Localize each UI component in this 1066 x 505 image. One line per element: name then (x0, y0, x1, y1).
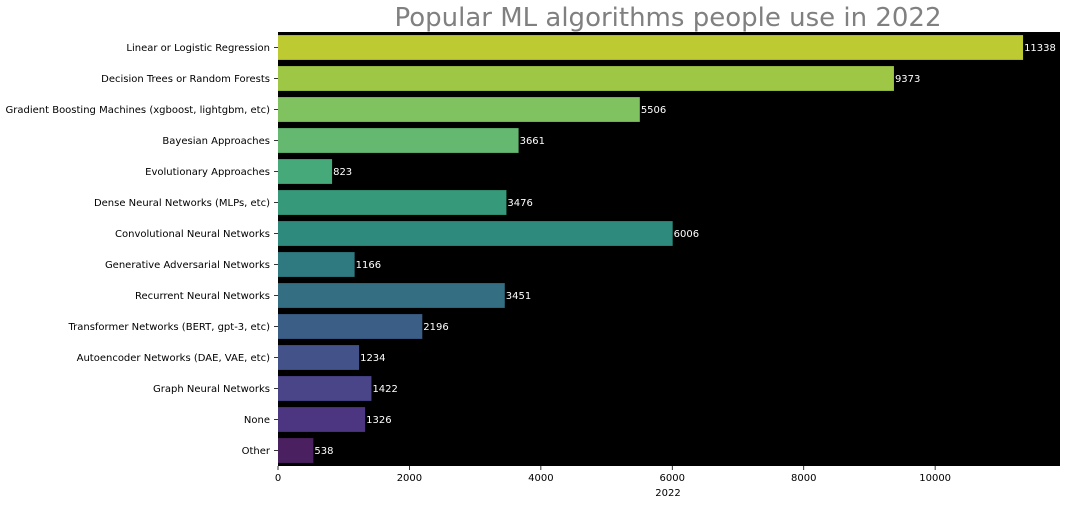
bars-group (278, 35, 1024, 463)
x-axis-label: 2022 (655, 488, 680, 499)
bar-value-label: 2196 (423, 322, 448, 333)
data-labels-group: 11338 9373 5506 3661 823 3476 6006 1166 3451 2196… (314, 43, 1056, 457)
category-label: Convolutional Neural Networks (115, 229, 270, 240)
category-label: Graph Neural Networks (153, 384, 270, 395)
category-label: Other (242, 446, 271, 457)
category-label: Decision Trees or Random Forests (101, 74, 270, 85)
x-tick-label: 4000 (528, 473, 553, 484)
category-label: Autoencoder Networks (DAE, VAE, etc) (77, 353, 270, 364)
x-tick-label: 8000 (791, 473, 816, 484)
category-label: Linear or Logistic Regression (126, 43, 270, 54)
x-tick-label: 2000 (397, 473, 422, 484)
bar-value-label: 3476 (507, 198, 532, 209)
bar-value-label: 5506 (641, 105, 666, 116)
category-label: Generative Adversarial Networks (105, 260, 270, 271)
bar-value-label: 3661 (520, 136, 545, 147)
category-label: Transformer Networks (BERT, gpt-3, etc) (67, 322, 270, 333)
bar-value-label: 6006 (674, 229, 699, 240)
bar (278, 345, 360, 370)
x-tick-label: 6000 (660, 473, 685, 484)
category-label: Bayesian Approaches (162, 136, 270, 147)
bar-value-label: 3451 (506, 291, 531, 302)
bar-value-label: 823 (333, 167, 352, 178)
category-label: Dense Neural Networks (MLPs, etc) (94, 198, 270, 209)
category-label: None (244, 415, 270, 426)
bar-value-label: 1234 (360, 353, 385, 364)
bar-value-label: 9373 (895, 74, 920, 85)
bar (278, 35, 1024, 60)
bar (278, 407, 366, 432)
bar (278, 221, 673, 246)
bar (278, 376, 372, 401)
x-tick-label: 0 (275, 473, 281, 484)
y-axis: Linear or Logistic Regression Decision Tr… (6, 43, 278, 457)
bar (278, 128, 519, 153)
x-tick-label: 10000 (919, 473, 951, 484)
bar-value-label: 1166 (356, 260, 381, 271)
bar-value-label: 1326 (366, 415, 391, 426)
bar (278, 283, 505, 308)
bar (278, 252, 355, 277)
bar (278, 66, 894, 91)
bar (278, 159, 333, 184)
x-axis: 0 2000 4000 6000 8000 10000 (275, 466, 951, 484)
category-label: Gradient Boosting Machines (xgboost, lig… (6, 105, 271, 116)
category-label: Evolutionary Approaches (145, 167, 270, 178)
bar-value-label: 538 (314, 446, 333, 457)
bar (278, 314, 423, 339)
bar (278, 438, 314, 463)
bar (278, 190, 507, 215)
chart-title: Popular ML algorithms people use in 2022 (394, 3, 941, 33)
bar-value-label: 1422 (372, 384, 397, 395)
bar-value-label: 11338 (1024, 43, 1056, 54)
bar (278, 97, 640, 122)
category-label: Recurrent Neural Networks (135, 291, 270, 302)
